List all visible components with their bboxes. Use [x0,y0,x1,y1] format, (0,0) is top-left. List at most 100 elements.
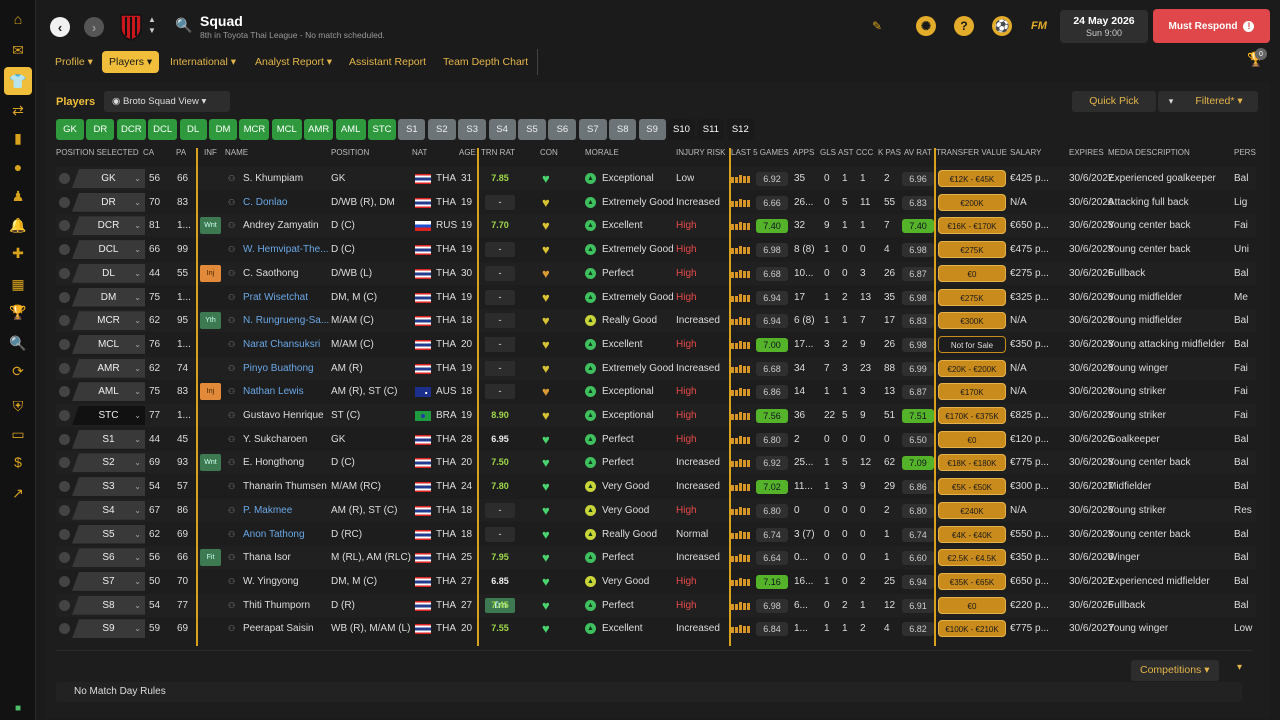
info-badge-inj[interactable]: Inj [200,264,221,282]
player-name-link[interactable]: Nathan Lewis [243,386,304,398]
training-icon[interactable]: ● [13,159,23,175]
position-select-dropdown[interactable]: S9 ⌄ [72,619,145,639]
position-filter-amr[interactable]: AMR [304,119,334,140]
transfer-value-badge[interactable]: €35K - €65K [938,572,1006,590]
transfer-value-badge[interactable]: €2.5K - €4.5K [938,549,1006,567]
column-header-transfer-value[interactable]: TRANSFER VALUE [936,148,1007,157]
row-select-checkbox[interactable] [59,528,70,540]
column-header-position[interactable]: POSITION [331,148,370,157]
position-select-dropdown[interactable]: MCR ⌄ [72,311,145,331]
position-select-dropdown[interactable]: S3 ⌄ [72,477,145,497]
position-select-dropdown[interactable]: S4 ⌄ [72,500,145,520]
position-filter-s4[interactable]: S4 [488,119,516,140]
player-name-link[interactable]: W. Yingyong [243,575,299,587]
position-select-dropdown[interactable]: S8 ⌄ [72,595,145,615]
row-select-checkbox[interactable] [59,504,70,516]
schedule-icon[interactable]: ▦ [11,275,25,292]
player-name-link[interactable]: Anon Tathong [243,528,305,540]
position-select-dropdown[interactable]: S2 ⌄ [72,453,145,473]
position-filter-dl[interactable]: DL [179,119,207,140]
player-name-link[interactable]: S. Khumpiam [243,173,304,184]
position-filter-dcr[interactable]: DCR [116,119,146,140]
table-row[interactable]: S3 ⌄ 54 57 ⚇ Thanarin Thumsen M/AM (RC) THA 24 7.… [56,475,1256,498]
info-badge-yth[interactable]: Yth [200,312,221,330]
table-row[interactable]: GK ⌄ 56 66 ⚇ S. Khumpiam GK THA 31 7.85 ♥ ▲ Exceptio… [56,167,1256,190]
column-header-trn-rat[interactable]: TRN RAT [481,148,516,157]
position-select-dropdown[interactable]: S6 ⌄ [72,548,145,568]
player-name-link[interactable]: Thana Isor [243,552,291,564]
row-select-checkbox[interactable] [59,196,70,208]
position-filter-s3[interactable]: S3 [458,119,487,140]
column-header-k-pas[interactable]: K PAS [878,148,901,157]
tab-profile[interactable]: Profile ▾ [55,56,93,68]
help-icon[interactable]: ? [954,16,974,36]
tab-analyst-report[interactable]: Analyst Report ▾ [255,56,333,68]
transfer-value-badge[interactable]: €0 [938,596,1006,614]
player-name-link[interactable]: C. Saothong [243,267,299,279]
info-badge-fit[interactable]: Fit [200,549,221,567]
table-row[interactable]: AMR ⌄ 62 74 ⚇ Pinyo Buathong AM (R) THA 19- ♥ ▲ Ext… [56,356,1256,380]
row-select-checkbox[interactable] [59,575,70,587]
info-badge-inj[interactable]: Inj [200,383,221,401]
player-name-link[interactable]: Andrey Zamyatin [243,220,319,232]
transfer-value-badge[interactable]: €200K [938,193,1006,211]
transfer-value-badge[interactable]: Not for Sale [938,335,1006,353]
player-name-link[interactable]: Thiti Thumporn [243,599,311,611]
staff-icon[interactable]: ▮ [14,129,22,146]
column-header-expires[interactable]: EXPIRES [1069,148,1104,157]
player-name-link[interactable]: Peerapat Saisin [243,623,314,635]
table-row[interactable]: MCR ⌄ 62 95 Yth ⚇ N. Rungrueng-Sa... M/AM (C) TH… [56,309,1256,333]
position-select-dropdown[interactable]: S1 ⌄ [72,429,145,449]
position-filter-s8[interactable]: S8 [609,119,637,140]
column-header-name[interactable]: NAME [225,148,249,157]
info-badge-trn[interactable]: Trn [485,597,515,613]
transfer-value-badge[interactable]: €20K - €200K [938,359,1006,377]
transfer-value-badge[interactable]: €170K - €375K [938,407,1006,424]
transfer-value-badge[interactable]: €240K [938,501,1006,519]
position-filter-s12[interactable]: S12 [726,119,754,140]
player-name-link[interactable]: W. Hemvipat-The... [243,244,329,256]
row-select-checkbox[interactable] [59,433,70,445]
trend-icon[interactable]: ↗ [12,484,24,501]
player-name-link[interactable]: Thanarin Thumsen [243,481,327,493]
column-header-pa[interactable]: PA [176,148,187,157]
position-filter-s6[interactable]: S6 [548,119,577,140]
position-select-dropdown[interactable]: AMR ⌄ [72,358,145,378]
info-badge-wnt[interactable]: Wnt [200,217,221,235]
table-row[interactable]: S7 ⌄ 50 70 ⚇ W. Yingyong DM, M (C) THA 27 6.85 ♥ ▲ V… [56,570,1256,593]
row-select-checkbox[interactable] [59,599,70,611]
table-row[interactable]: S8 ⌄ 54 77 Trn ⚇ Thiti Thumporn D (R) THA 27 7.45 ♥… [56,593,1256,617]
competitions-dropdown[interactable]: Competitions ▾ [1131,660,1219,681]
ball-icon[interactable]: ⚽ [992,16,1012,36]
table-row[interactable]: S1 ⌄ 44 45 ⚇ Y. Sukcharoen GK THA 28 6.95 ♥ ▲ Perfec… [56,428,1256,451]
position-select-dropdown[interactable]: DR ⌄ [72,192,145,212]
table-row[interactable]: DL ⌄ 44 55 Inj ⚇ C. Saothong D/WB (L) THA 30- ♥ ▲ Pe… [56,261,1256,285]
position-select-dropdown[interactable]: AML ⌄ [72,382,145,402]
row-select-checkbox[interactable] [59,291,70,303]
table-row[interactable]: AML ⌄ 75 83 Inj ⚇ Nathan Lewis AM (R), ST (C) AU… [56,380,1256,403]
transfer-value-badge[interactable]: €16K - €170K [938,217,1006,235]
row-select-checkbox[interactable] [59,220,70,232]
position-filter-aml[interactable]: AML [335,119,366,140]
table-row[interactable]: S5 ⌄ 62 69 ⚇ Anon Tathong D (RC) THA 18- ♥ ▲ Really… [56,523,1256,546]
medical-icon[interactable]: ✚ [12,244,24,261]
column-header-perso[interactable]: PERSO [1234,148,1256,157]
row-select-checkbox[interactable] [59,457,70,469]
row-select-checkbox[interactable] [59,267,70,279]
transfer-value-badge[interactable]: €12K - €45K [938,170,1006,187]
position-filter-dcl[interactable]: DCL [148,119,178,140]
club-switch-arrows-icon[interactable]: ▲ ▼ [148,15,156,35]
position-filter-s11[interactable]: S11 [697,119,725,140]
position-filter-s10[interactable]: S10 [668,119,695,140]
quick-pick-button[interactable]: Quick Pick [1072,91,1156,112]
row-select-checkbox[interactable] [59,552,70,564]
match-day-rules[interactable]: No Match Day Rules [56,682,1242,702]
column-header-ast[interactable]: AST [838,148,854,157]
column-header-salary[interactable]: SALARY [1010,148,1042,157]
column-header-nat[interactable]: NAT [412,148,428,157]
table-row[interactable]: DR ⌄ 70 83 ⚇ C. Donlao D/WB (R), DM THA 19- ♥ ▲ Ext… [56,191,1256,214]
position-select-dropdown[interactable]: MCL ⌄ [72,334,145,354]
position-filter-stc[interactable]: STC [368,119,396,140]
world-icon[interactable]: ✺ [916,16,936,36]
